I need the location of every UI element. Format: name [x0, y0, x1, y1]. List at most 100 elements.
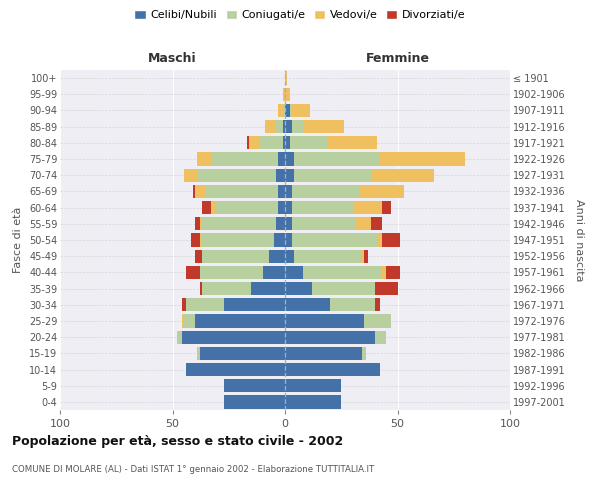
Bar [195, 217, 285, 230]
Bar [285, 282, 375, 295]
Bar [199, 282, 285, 295]
Bar [269, 250, 285, 263]
Bar [285, 396, 341, 408]
Bar [274, 234, 285, 246]
Bar [285, 234, 377, 246]
Bar [285, 217, 292, 230]
Bar [224, 298, 285, 312]
Bar [285, 266, 303, 279]
Bar [197, 168, 285, 182]
Bar [285, 120, 292, 134]
Bar [285, 168, 371, 182]
Bar [197, 346, 285, 360]
Bar [260, 136, 285, 149]
Bar [285, 104, 292, 117]
Bar [285, 217, 382, 230]
Bar [285, 72, 287, 85]
Bar [195, 250, 285, 263]
Legend: Celibi/Nubili, Coniugati/e, Vedovi/e, Divorziati/e: Celibi/Nubili, Coniugati/e, Vedovi/e, Di… [130, 6, 470, 25]
Bar [285, 152, 380, 166]
Bar [285, 330, 386, 344]
Bar [285, 136, 377, 149]
Bar [285, 120, 343, 134]
Bar [285, 298, 330, 312]
Bar [285, 250, 364, 263]
Bar [285, 152, 294, 166]
Bar [283, 104, 285, 117]
Bar [202, 250, 285, 263]
Bar [285, 363, 380, 376]
Bar [285, 168, 433, 182]
Bar [285, 201, 391, 214]
Bar [285, 298, 380, 312]
Bar [285, 217, 371, 230]
Bar [285, 346, 366, 360]
Bar [182, 330, 285, 344]
Text: COMUNE DI MOLARE (AL) - Dati ISTAT 1° gennaio 2002 - Elaborazione TUTTITALIA.IT: COMUNE DI MOLARE (AL) - Dati ISTAT 1° ge… [12, 465, 374, 474]
Bar [285, 314, 364, 328]
Bar [285, 266, 386, 279]
Bar [265, 120, 285, 134]
Bar [285, 234, 400, 246]
Bar [285, 346, 361, 360]
Text: Femmine: Femmine [365, 52, 430, 65]
Bar [199, 346, 285, 360]
Bar [285, 185, 292, 198]
Bar [195, 185, 285, 198]
Bar [184, 168, 285, 182]
Bar [278, 104, 285, 117]
Bar [283, 120, 285, 134]
Bar [285, 201, 382, 214]
Bar [285, 201, 292, 214]
Bar [285, 185, 359, 198]
Bar [224, 379, 285, 392]
Text: Maschi: Maschi [148, 52, 197, 65]
Bar [278, 201, 285, 214]
Bar [285, 379, 341, 392]
Bar [249, 136, 285, 149]
Bar [285, 282, 398, 295]
Bar [199, 217, 285, 230]
Bar [285, 298, 375, 312]
Bar [285, 379, 341, 392]
Bar [285, 104, 290, 117]
Bar [215, 201, 285, 214]
Bar [186, 363, 285, 376]
Bar [224, 379, 285, 392]
Bar [285, 330, 375, 344]
Bar [195, 314, 285, 328]
Y-axis label: Anni di nascita: Anni di nascita [574, 198, 584, 281]
Bar [224, 396, 285, 408]
Bar [285, 234, 292, 246]
Bar [285, 250, 361, 263]
Bar [251, 282, 285, 295]
Bar [285, 282, 312, 295]
Bar [285, 234, 382, 246]
Bar [202, 201, 285, 214]
Bar [285, 185, 404, 198]
Bar [202, 217, 285, 230]
Bar [285, 136, 328, 149]
Bar [276, 120, 285, 134]
Bar [285, 396, 341, 408]
Y-axis label: Fasce di età: Fasce di età [13, 207, 23, 273]
Bar [202, 234, 285, 246]
Bar [285, 168, 294, 182]
Bar [285, 314, 391, 328]
Bar [278, 185, 285, 198]
Bar [199, 234, 285, 246]
Bar [276, 217, 285, 230]
Bar [285, 250, 368, 263]
Bar [285, 201, 353, 214]
Bar [177, 330, 285, 344]
Bar [285, 88, 290, 101]
Bar [186, 363, 285, 376]
Bar [285, 363, 380, 376]
Bar [206, 185, 285, 198]
Bar [283, 88, 285, 101]
Bar [285, 266, 382, 279]
Text: Popolazione per età, sesso e stato civile - 2002: Popolazione per età, sesso e stato civil… [12, 435, 343, 448]
Bar [197, 152, 285, 166]
Bar [193, 185, 285, 198]
Bar [247, 136, 285, 149]
